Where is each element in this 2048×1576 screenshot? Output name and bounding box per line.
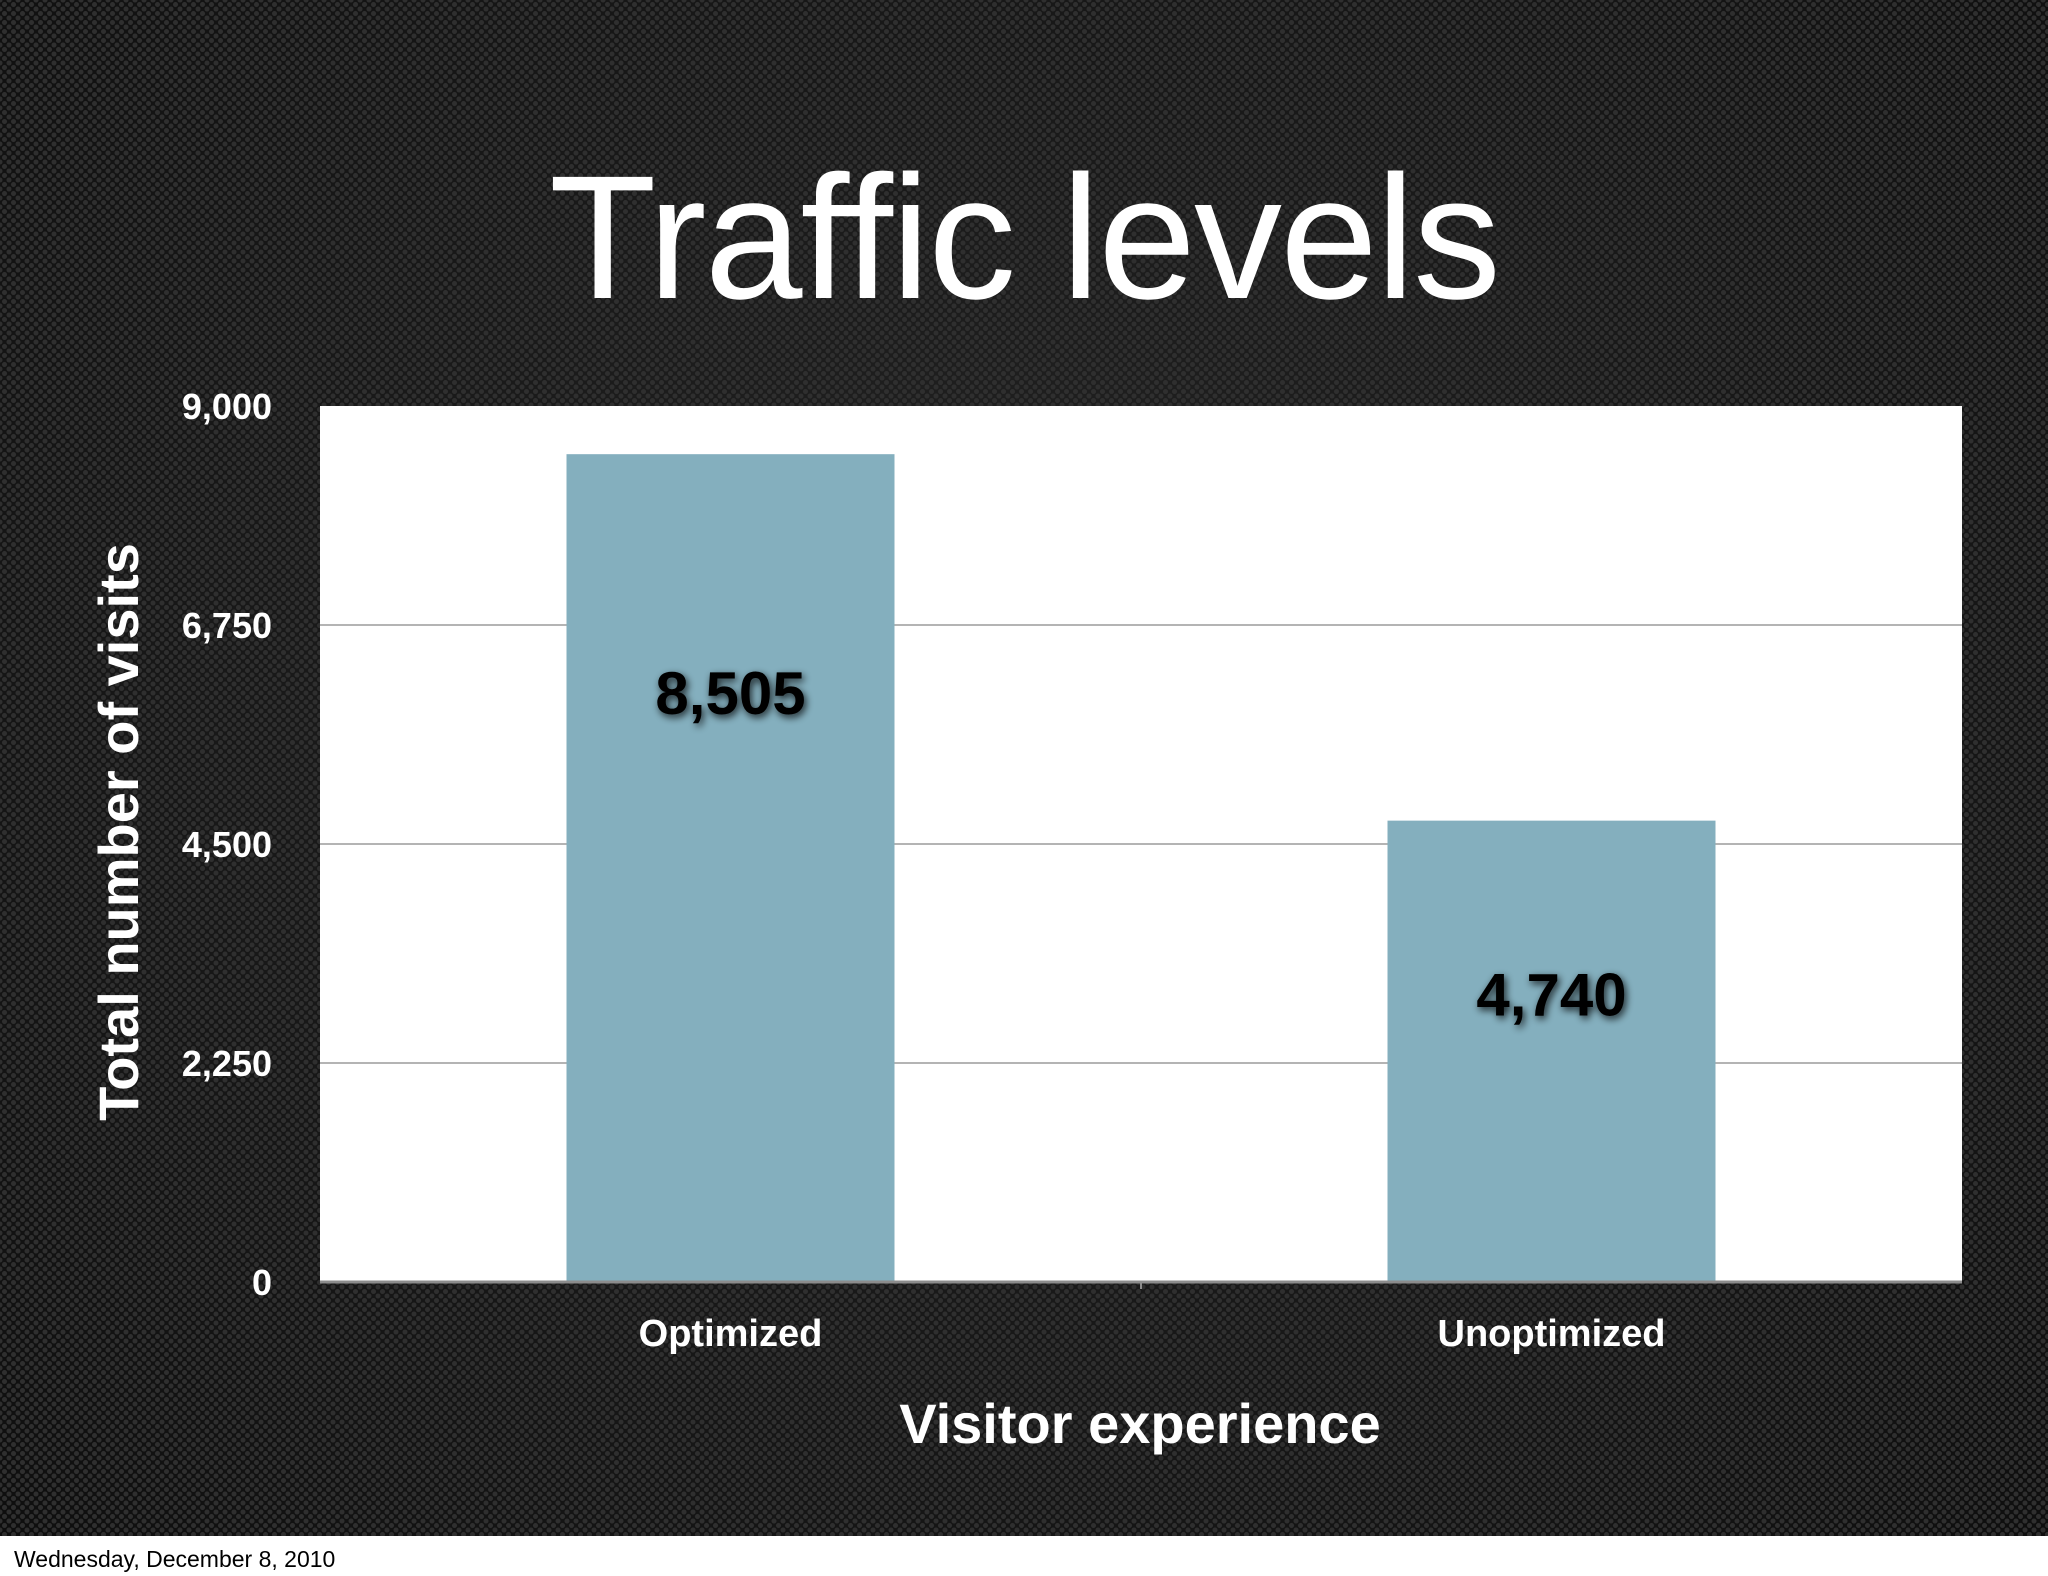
bar [1387, 820, 1716, 1282]
data-label: 4,740 [1476, 961, 1626, 1028]
slide-background: Traffic levels 0 2,250 4,500 6,750 9,000 8,50… [0, 0, 2048, 1536]
slide-title: Traffic levels [548, 140, 1501, 336]
x-tick-label: Unoptimized [1438, 1313, 1666, 1355]
data-label: 8,505 [655, 660, 805, 727]
bar [566, 454, 895, 1282]
bar-chart: 0 2,250 4,500 6,750 9,000 8,505 Optimized 4,740… [87, 386, 1962, 1455]
footer-date: Wednesday, December 8, 2010 [14, 1546, 336, 1572]
y-tick-label: 4,500 [182, 824, 272, 865]
x-axis-title: Visitor experience [899, 1392, 1380, 1455]
y-tick-label: 0 [252, 1262, 272, 1303]
y-tick-label: 6,750 [182, 605, 272, 646]
x-tick-label: Optimized [639, 1313, 823, 1355]
y-tick-label: 9,000 [182, 386, 272, 427]
y-tick-label: 2,250 [182, 1043, 272, 1084]
y-axis-title: Total number of visits [87, 543, 150, 1121]
